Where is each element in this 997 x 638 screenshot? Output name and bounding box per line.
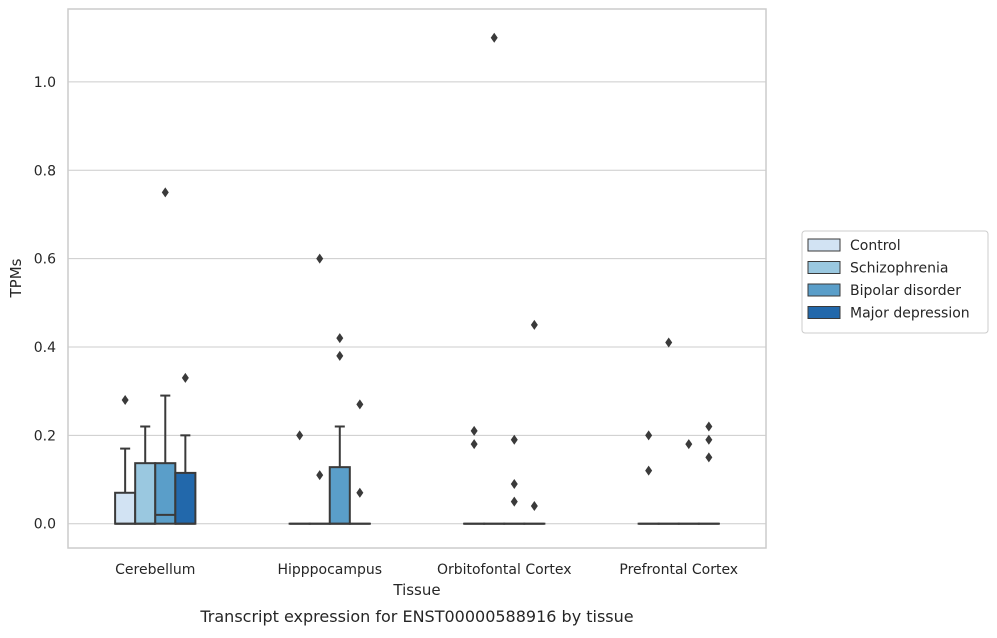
- outlier-point: [705, 452, 712, 462]
- x-tick-label: Orbitofontal Cortex: [437, 562, 572, 578]
- outlier-point: [471, 426, 478, 436]
- box: [330, 467, 350, 524]
- y-tick-labels: 0.0 0.2 0.4 0.6 0.8 1.0: [34, 75, 56, 533]
- box-element: [679, 439, 699, 524]
- outlier-point: [336, 351, 343, 361]
- y-tick-label: 0.2: [34, 428, 56, 444]
- legend-label: Schizophrenia: [850, 261, 948, 277]
- box-element: [350, 399, 370, 523]
- box-element: [639, 430, 659, 523]
- outlier-point: [491, 33, 498, 43]
- chart-title: Transcript expression for ENST0000058891…: [199, 607, 633, 626]
- y-tick-label: 0.8: [34, 163, 56, 179]
- grid-lines: [68, 82, 766, 524]
- outlier-point: [182, 373, 189, 383]
- box-element: [155, 187, 175, 523]
- outlier-point: [316, 254, 323, 264]
- outlier-point: [316, 470, 323, 480]
- box: [135, 463, 155, 524]
- outlier-point: [471, 439, 478, 449]
- outlier-point: [511, 497, 518, 507]
- outlier-point: [645, 466, 652, 476]
- legend-label: Bipolar disorder: [850, 283, 961, 299]
- box: [175, 473, 195, 524]
- legend-swatch: [808, 284, 840, 296]
- box-element: [464, 426, 484, 524]
- outlier-point: [511, 479, 518, 489]
- box-element: [330, 333, 350, 524]
- y-tick-label: 1.0: [34, 75, 56, 91]
- x-tick-labels: Cerebellum Hipppocampus Orbitofontal Corte…: [115, 562, 738, 578]
- x-axis-label: Tissue: [392, 581, 440, 599]
- box-element: [524, 320, 544, 524]
- legend: Control Schizophrenia Bipolar disorder Majo…: [802, 231, 988, 333]
- legend-swatch: [808, 307, 840, 319]
- outlier-point: [665, 338, 672, 348]
- y-tick-label: 0.6: [34, 252, 56, 268]
- box-element: [290, 430, 310, 523]
- y-axis-label: TPMs: [7, 258, 25, 298]
- x-tick-label: Cerebellum: [115, 562, 195, 578]
- plot-area: [115, 33, 719, 524]
- legend-swatch: [808, 239, 840, 251]
- box-element: [659, 338, 679, 524]
- box-element: [115, 395, 135, 524]
- outlier-point: [705, 435, 712, 445]
- box-element: [504, 435, 524, 524]
- box-element: [699, 422, 719, 524]
- outlier-point: [705, 422, 712, 432]
- outlier-point: [356, 488, 363, 498]
- box-element: [135, 427, 155, 524]
- x-tick-label: Prefrontal Cortex: [619, 562, 738, 578]
- y-tick-label: 0.0: [34, 517, 56, 533]
- x-tick-label: Hipppocampus: [277, 562, 382, 578]
- legend-label: Major depression: [850, 306, 970, 322]
- box-element: [175, 373, 195, 524]
- box: [115, 493, 135, 524]
- outlier-point: [531, 320, 538, 330]
- outlier-point: [296, 430, 303, 440]
- outlier-point: [685, 439, 692, 449]
- outlier-point: [356, 399, 363, 409]
- box-element: [310, 254, 330, 524]
- outlier-point: [645, 430, 652, 440]
- box-element: [484, 33, 504, 524]
- outlier-point: [336, 333, 343, 343]
- outlier-point: [162, 187, 169, 197]
- outlier-point: [511, 435, 518, 445]
- y-tick-label: 0.4: [34, 340, 56, 356]
- legend-swatch: [808, 262, 840, 274]
- outlier-point: [122, 395, 129, 405]
- legend-label: Control: [850, 238, 901, 254]
- outlier-point: [531, 501, 538, 511]
